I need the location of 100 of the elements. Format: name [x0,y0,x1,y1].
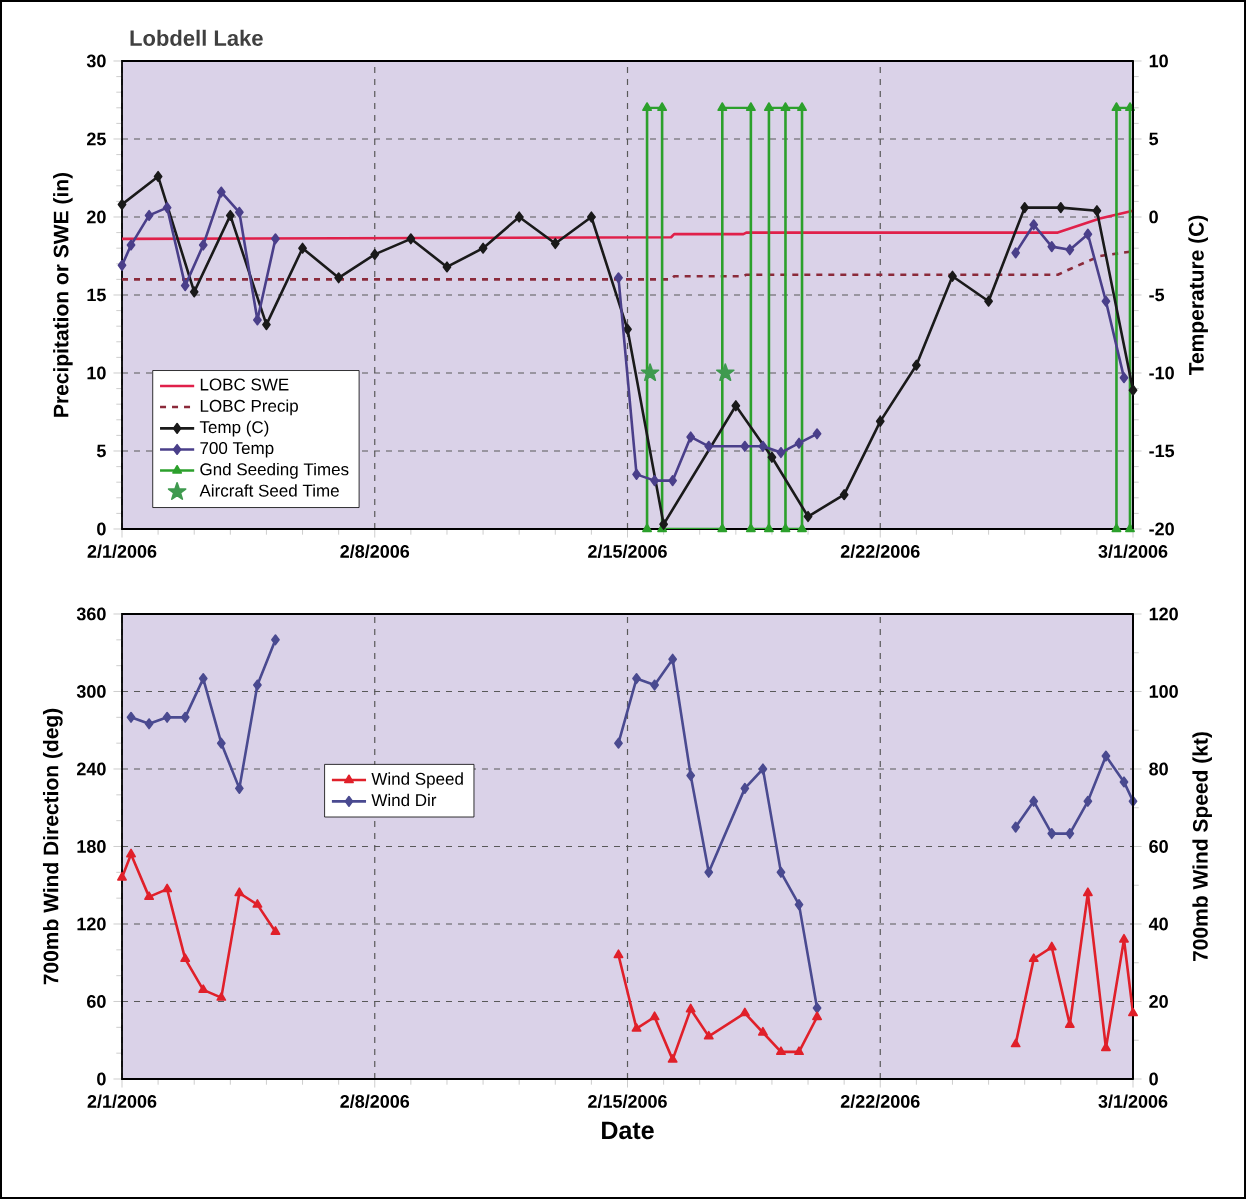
point [234,887,245,897]
point [216,186,226,198]
point [717,102,728,111]
y2-axis-title: Temperature (C) [1188,215,1208,376]
point [1028,953,1039,963]
point [758,763,768,775]
point [1011,821,1021,833]
y-tick-label: 30 [86,54,106,68]
y2-tick-label: 40 [1148,917,1168,931]
point [642,102,653,111]
point [758,440,768,452]
point [911,359,921,371]
point [252,899,263,908]
point [162,883,173,893]
point [667,1054,678,1063]
point [984,295,993,307]
y2-tick-label: -20 [1149,522,1174,536]
point [731,400,741,412]
y-tick-label: 15 [87,288,106,302]
point [632,468,641,480]
x-tick-label: 2/22/2006 [840,1094,920,1108]
point [144,209,154,222]
point [253,679,262,691]
point [686,769,696,782]
point [794,437,804,449]
point [668,653,678,665]
y2-tick-label: -5 [1149,288,1165,302]
point [797,102,807,111]
point [225,209,235,222]
x-tick-label: 3/1/2006 [1098,1094,1168,1108]
point [271,634,280,646]
point [189,286,199,298]
point [797,523,807,533]
y2-tick-label: -15 [1149,444,1175,458]
y2-tick-label: 80 [1149,762,1168,776]
y-tick-label: 0 [97,522,106,536]
y-tick-label: 5 [96,444,106,458]
point [587,211,596,223]
point [794,1046,804,1056]
point [657,102,668,111]
point [1056,202,1066,214]
point [1082,887,1093,897]
point [126,239,136,251]
x-tick-label: 2/8/2006 [340,1094,410,1108]
point [715,363,735,382]
point [948,270,957,282]
x-tick-label: 2/1/2006 [87,544,157,558]
y-tick-label: 120 [77,917,106,931]
point [550,237,560,250]
point [1029,219,1039,231]
point [406,233,416,245]
legend-label: Aircraft Seed Time [199,484,339,497]
point [717,523,728,533]
point [623,323,632,335]
y2-tick-label: 0 [1149,210,1158,224]
point [659,518,669,530]
point [334,272,344,284]
point [1119,372,1129,384]
point [649,1011,660,1021]
point [757,1026,768,1036]
point [839,489,849,501]
y-tick-label: 180 [77,840,106,853]
point [271,233,280,245]
point [180,280,190,292]
point [703,1030,714,1040]
legend-label: Wind Speed [371,772,463,789]
point [370,248,380,261]
y-tick-label: 240 [76,762,106,776]
point [767,451,777,463]
chart-title: Lobdell Lake [130,29,263,46]
point [198,239,208,251]
point [613,949,624,959]
point [780,102,791,111]
y-tick-label: 10 [87,366,106,380]
point [614,737,623,749]
point [1101,750,1111,762]
x-tick-label: 2/8/2006 [340,544,410,558]
legend-label: 700 Temp [200,442,274,458]
point [198,984,209,994]
y2-tick-label: 20 [1149,995,1168,1008]
point [1101,295,1111,307]
point [776,446,786,459]
y-tick-label: 25 [87,132,106,146]
point [1092,205,1102,217]
point [1111,102,1122,111]
point [776,866,786,878]
point [685,1003,696,1013]
point [1065,244,1075,256]
point [117,871,127,881]
y-axis-title: 700mb Wind Direction (deg) [42,708,63,985]
point [763,523,774,533]
point [794,899,804,911]
point [650,475,659,487]
point [1125,523,1135,533]
point [216,992,227,1001]
point [812,428,822,440]
point [704,440,714,452]
point [270,926,281,935]
y-tick-label: 0 [97,1072,106,1086]
x-tick-label: 2/1/2006 [87,1094,157,1108]
